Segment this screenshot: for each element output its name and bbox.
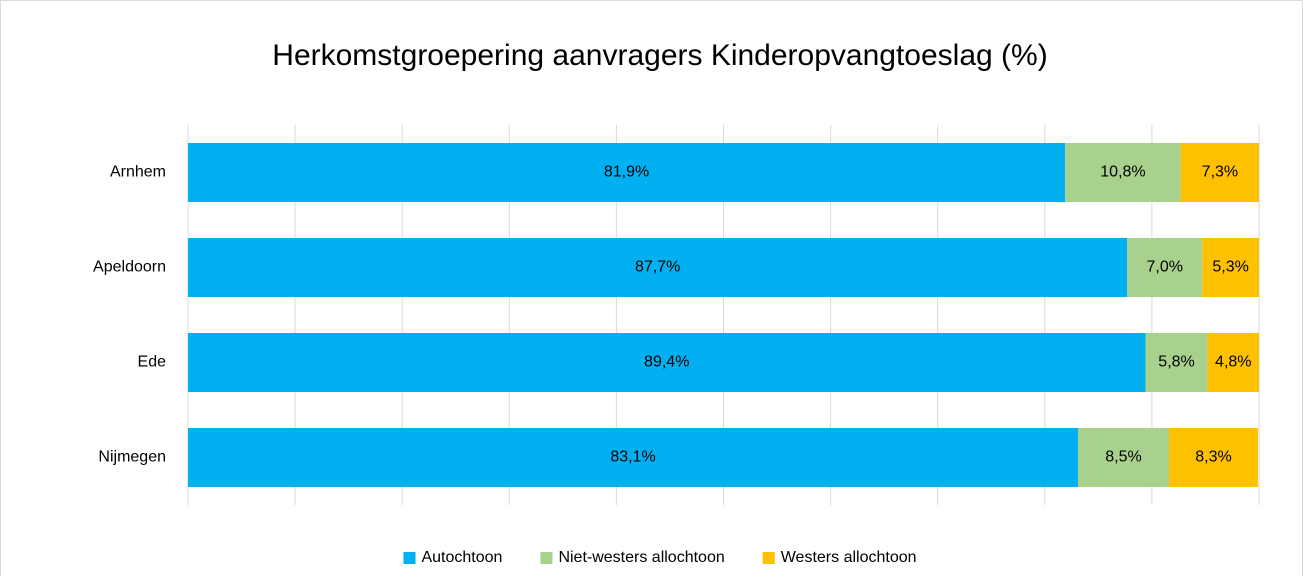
data-label: 4,8% <box>1215 354 1251 371</box>
bar-segment <box>188 238 1128 297</box>
bar-segment <box>1207 333 1259 392</box>
legend-label: Westers allochtoon <box>781 549 917 566</box>
data-label: 10,8% <box>1100 164 1145 181</box>
y-tick-label: Ede <box>138 354 167 371</box>
legend-swatch <box>762 552 775 564</box>
legend-swatch <box>403 552 416 564</box>
data-label: 7,0% <box>1147 259 1183 276</box>
bar-segment <box>188 143 1066 202</box>
data-label: 83,1% <box>610 449 655 466</box>
legend-label: Niet-westers allochtoon <box>558 549 724 566</box>
data-label: 87,7% <box>635 259 680 276</box>
bar-segment <box>1169 428 1258 487</box>
data-label: 5,3% <box>1212 259 1248 276</box>
legend-swatch <box>540 552 553 564</box>
data-label: 7,3% <box>1202 164 1238 181</box>
legend-label: Autochtoon <box>421 549 502 566</box>
bar-segment <box>188 333 1146 392</box>
bar-segment <box>1202 238 1259 297</box>
bar-segment <box>1127 238 1203 297</box>
bar-segment <box>1078 428 1170 487</box>
data-label: 8,5% <box>1105 449 1141 466</box>
y-tick-label: Arnhem <box>110 164 166 181</box>
bar-segment <box>188 428 1079 487</box>
data-label: 89,4% <box>644 354 689 371</box>
bar-segment <box>1180 143 1259 202</box>
y-tick-label: Nijmegen <box>98 449 166 466</box>
data-label: 81,9% <box>604 164 649 181</box>
bar-segment <box>1145 333 1208 392</box>
bar-segment <box>1065 143 1181 202</box>
y-tick-label: Apeldoorn <box>93 259 166 276</box>
data-label: 5,8% <box>1158 354 1194 371</box>
chart-title: Herkomstgroepering aanvragers Kinderopva… <box>272 39 1047 72</box>
data-label: 8,3% <box>1195 449 1231 466</box>
